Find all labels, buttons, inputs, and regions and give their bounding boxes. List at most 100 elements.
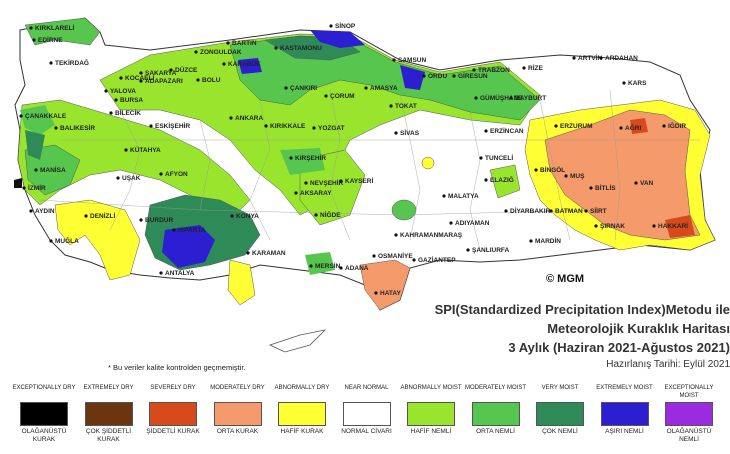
- city-labels: SİNOP KIRKLARELİ EDİRNE TEKİRDAĞ BARTIN ZONGU…: [19, 22, 688, 297]
- city-label-ri-ze: RİZE: [528, 64, 543, 72]
- city-label-yalova: YALOVA: [110, 88, 136, 95]
- region-thrace-moist: [24, 17, 101, 46]
- city-dot-adana: [339, 266, 343, 270]
- city-label-afyon: AFYON: [165, 171, 188, 178]
- city-dot-mardi-n: [529, 239, 533, 243]
- city-label-bi-ng-l: BİNGÖL: [540, 165, 565, 174]
- city-label-malatya: MALATYA: [448, 193, 479, 200]
- city-label-hatay: HATAY: [380, 290, 401, 297]
- city-dot-erzi-ncan: [484, 129, 488, 133]
- region-aydin-dry: [54, 199, 141, 281]
- city-label-nev-ehi-r: NEVŞEHİR: [310, 179, 344, 187]
- legend-item: EXCEPTIONALLY DRY OLAĞANÜSTÜ KURAK: [12, 384, 76, 444]
- legend-tr-label: ŞİDDETLİ KURAK: [146, 428, 200, 435]
- city-dot-kir-ehi-r: [289, 156, 293, 160]
- legend-swatch: [149, 402, 197, 426]
- city-dot-g-m-hane: [474, 96, 478, 100]
- city-dot-mani-sa: [34, 168, 38, 172]
- city-label-i-dir: IĞDIR: [668, 121, 686, 130]
- city-dot--orum: [324, 94, 328, 98]
- city-dot-kayseri-: [339, 179, 343, 183]
- city-label--ankiri: ÇANKIRI: [290, 85, 317, 92]
- legend-item: EXCEPTIONALLY MOIST OLAĞANÜSTÜ NEMLİ: [657, 384, 721, 444]
- city-label-isparta: ISPARTA: [178, 227, 206, 234]
- map-title-line-1: SPI(Standardized Precipitation Index)Met…: [434, 302, 730, 317]
- legend-tr-label: HAFİF NEMLİ: [410, 428, 452, 435]
- city-dot-kars: [622, 81, 626, 85]
- map-title-line-2: Meteorolojik Kuraklık Haritası: [547, 321, 730, 336]
- city-dot-adapazari: [139, 79, 143, 83]
- legend-item: ABNORMALLY DRY HAFİF KURAK: [270, 384, 334, 436]
- city-label-a-ri: AĞRI: [625, 123, 641, 132]
- city-label-samsun: SAMSUN: [398, 57, 426, 64]
- legend-swatch: [600, 402, 649, 426]
- region-elazig-moist: [489, 164, 521, 199]
- quality-footnote: * Bu veriler kalite kontrolden geçmemişt…: [108, 363, 246, 372]
- city-dot-elazi-: [484, 178, 488, 182]
- city-dot-hatay: [374, 291, 378, 295]
- city-label-adapazari: ADAPAZARI: [145, 78, 183, 85]
- city-dot-ni-de: [314, 213, 318, 217]
- city-label-ardahan: ARDAHAN: [605, 55, 638, 62]
- city-label--irnak: ŞIRNAK: [600, 223, 625, 230]
- city-label--anakkale: ÇANAKKALE: [25, 113, 67, 120]
- copyright-mgm: © MGM: [546, 273, 585, 285]
- city-label-bolu: BOLU: [202, 77, 221, 84]
- city-dot-sakarya: [139, 71, 143, 75]
- city-label-antalya: ANTALYA: [165, 270, 195, 277]
- legend-tr-label: ÇOK NEMLİ: [542, 428, 578, 435]
- city-dot-kocaeli-: [119, 76, 123, 80]
- region-canakkale-moist: [20, 105, 55, 135]
- city-dot-u-ak: [116, 176, 120, 180]
- city-label-erzurum: ERZURUM: [560, 123, 593, 130]
- city-dot-kirikkale: [264, 124, 268, 128]
- city-label-adiyaman: ADIYAMAN: [455, 220, 490, 227]
- city-label-zonguldak: ZONGULDAK: [200, 49, 242, 56]
- city-dot-aydin: [29, 209, 33, 213]
- city-dot-edi-rne: [32, 38, 36, 42]
- city-label-u-ak: UŞAK: [122, 175, 141, 182]
- legend-swatch: [20, 402, 68, 426]
- city-label-erzi-ncan: ERZİNCAN: [490, 127, 524, 135]
- city-label-elazi-: ELAZIĞ: [490, 175, 514, 184]
- city-dot-aksaray: [294, 191, 298, 195]
- city-dot-nev-ehi-r: [304, 181, 308, 185]
- city-label-mardi-n: MARDİN: [535, 237, 561, 245]
- city-label-kastamonu: KASTAMONU: [280, 45, 322, 52]
- city-dot-k-tahya: [124, 148, 128, 152]
- city-label-balikesi-r: BALIKESİR: [60, 124, 95, 132]
- city-dot-isparta: [172, 228, 176, 232]
- city-dot-mu-: [564, 174, 568, 178]
- city-dot-ardahan: [599, 56, 603, 60]
- legend-swatch: [407, 402, 455, 426]
- city-dot-gazi-antep: [412, 258, 416, 262]
- city-dot-tokat: [389, 104, 393, 108]
- city-dot-si-i-rt: [584, 209, 588, 213]
- region-adana-dry: [421, 156, 435, 170]
- city-label-karaman: KARAMAN: [252, 250, 286, 257]
- city-label-bursa: BURSA: [120, 97, 143, 104]
- city-dot-teki-rda-: [49, 61, 53, 65]
- region-karabuk-extreme: [238, 58, 262, 74]
- city-label-mu-la: MUĞLA: [55, 236, 79, 245]
- city-dot-adiyaman: [449, 221, 453, 225]
- region-kirsehir-moderate: [280, 148, 325, 175]
- legend-swatch: [342, 402, 391, 426]
- city-dot-van: [634, 181, 638, 185]
- city-label-ordu: ORDU: [428, 73, 447, 80]
- city-label-kocaeli-: KOCAELİ: [125, 74, 154, 82]
- city-dot-d-zce: [169, 68, 173, 72]
- legend-tr-label: ÇOK ŞİDDETLİ KURAK: [85, 428, 132, 443]
- city-dot-balikesi-r: [54, 126, 58, 130]
- city-label-kahramanmara-: KAHRAMANMARAŞ: [400, 232, 463, 239]
- city-label-van: VAN: [640, 180, 654, 187]
- city-label-mersi-n: MERSİN: [315, 262, 341, 270]
- city-dot-bayburt: [509, 96, 513, 100]
- map-title-line-3: 3 Aylık (Haziran 2021-Ağustos 2021): [508, 340, 730, 355]
- city-label-gi-resun: GİRESUN: [458, 72, 488, 80]
- city-dot-karaman: [246, 251, 250, 255]
- city-dot-artvi-n: [572, 56, 576, 60]
- legend-en-label: ABNORMALLY DRY: [274, 385, 330, 391]
- city-dot-bi-tli-s: [589, 186, 593, 190]
- city-label-tunceli-: TUNCELİ: [485, 154, 513, 162]
